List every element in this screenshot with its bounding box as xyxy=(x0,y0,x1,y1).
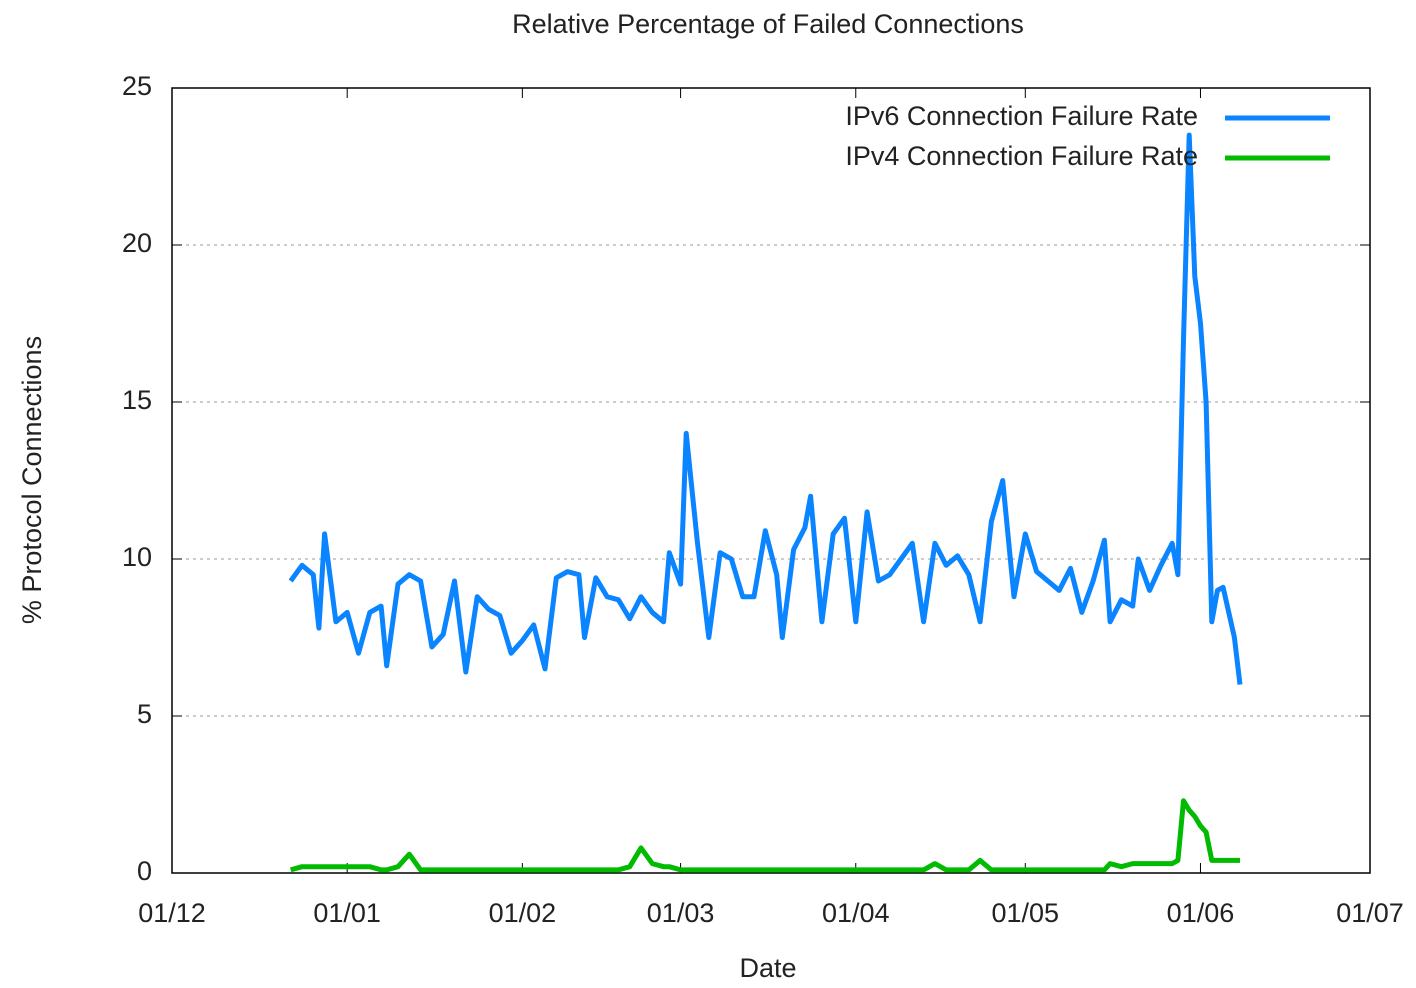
legend-label: IPv6 Connection Failure Rate xyxy=(845,101,1198,131)
x-tick-label: 01/04 xyxy=(822,898,890,928)
y-tick-label: 10 xyxy=(122,542,152,572)
x-tick-label: 01/06 xyxy=(1167,898,1235,928)
chart-title: Relative Percentage of Failed Connection… xyxy=(512,9,1024,39)
x-tick-label: 01/03 xyxy=(647,898,715,928)
x-tick-label: 01/07 xyxy=(1336,898,1404,928)
x-tick-label: 01/12 xyxy=(138,898,206,928)
legend-label: IPv4 Connection Failure Rate xyxy=(845,141,1198,171)
y-tick-label: 0 xyxy=(137,856,152,886)
x-tick-label: 01/02 xyxy=(489,898,557,928)
y-tick-label: 15 xyxy=(122,385,152,415)
x-axis-label: Date xyxy=(739,953,796,983)
data-line xyxy=(288,132,1243,685)
y-tick-label: 25 xyxy=(122,71,152,101)
x-tick-label: 01/01 xyxy=(313,898,381,928)
plot-frame xyxy=(171,87,1371,874)
y-tick-label: 20 xyxy=(122,228,152,258)
data-line xyxy=(290,798,1240,873)
y-tick-label: 5 xyxy=(137,699,152,729)
y-axis-label: % Protocol Connections xyxy=(17,336,47,624)
x-tick-label: 01/05 xyxy=(992,898,1060,928)
